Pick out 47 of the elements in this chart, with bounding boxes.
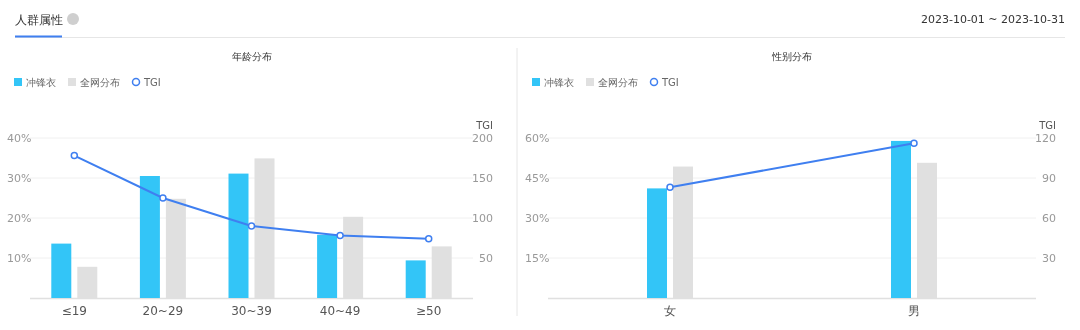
y2-axis-title: TGI [475,120,493,131]
legend-label: 全网分布 [598,77,638,88]
legend-label: TGI [661,77,679,88]
point [336,231,344,240]
y2-tick-label: 100 [472,212,493,225]
bar [647,188,667,298]
y-tick-label: 15% [525,252,550,265]
x-tick-label: 40~49 [319,304,361,318]
legend-label: 冲锋衣 [544,77,574,88]
bar [51,243,72,298]
point [424,235,433,243]
x-tick-label: ≤19 [61,304,87,318]
chart-title: 年龄分布 [231,51,272,62]
chart-title: 性别分布 [771,51,812,62]
x-tick-label: 男 [908,304,920,318]
y2-tick-label: 120 [1035,132,1056,145]
y-tick-label: 60% [525,132,550,145]
y-tick-label: 20% [7,212,32,225]
legend-label: 冲锋衣 [26,77,56,88]
bar [891,140,911,298]
legend-label: TGI [143,77,161,88]
y-tick-label: 45% [525,172,550,185]
x-tick-label: 30~39 [231,304,272,318]
y2-tick-label: 200 [472,132,493,145]
point [70,151,79,160]
x-tick-label: 20~29 [142,304,184,318]
legend-label: 全网分布 [80,77,120,88]
y-tick-label: 10% [7,252,32,265]
y2-axis-title: TGI [1038,120,1056,131]
bar [317,234,338,298]
y2-tick-label: 50 [479,252,493,265]
point [159,194,167,202]
bar [228,173,249,298]
y2-tick-label: 90 [1042,172,1056,185]
y2-tick-label: 30 [1042,252,1056,265]
x-tick-label: 女 [664,304,676,318]
text: 2023-10-01 ~ 2023-10-31 [920,13,1065,26]
point [247,222,256,230]
bar [139,176,160,298]
text: 人群属性 [15,13,63,27]
y-tick-label: 30% [7,172,32,185]
x-tick-label: ≥50 [416,304,442,318]
y-tick-label: 40% [7,132,32,145]
y2-tick-label: 60 [1042,212,1056,225]
y2-tick-label: 150 [472,172,493,185]
bar [405,260,426,298]
y-tick-label: 30% [525,212,550,225]
